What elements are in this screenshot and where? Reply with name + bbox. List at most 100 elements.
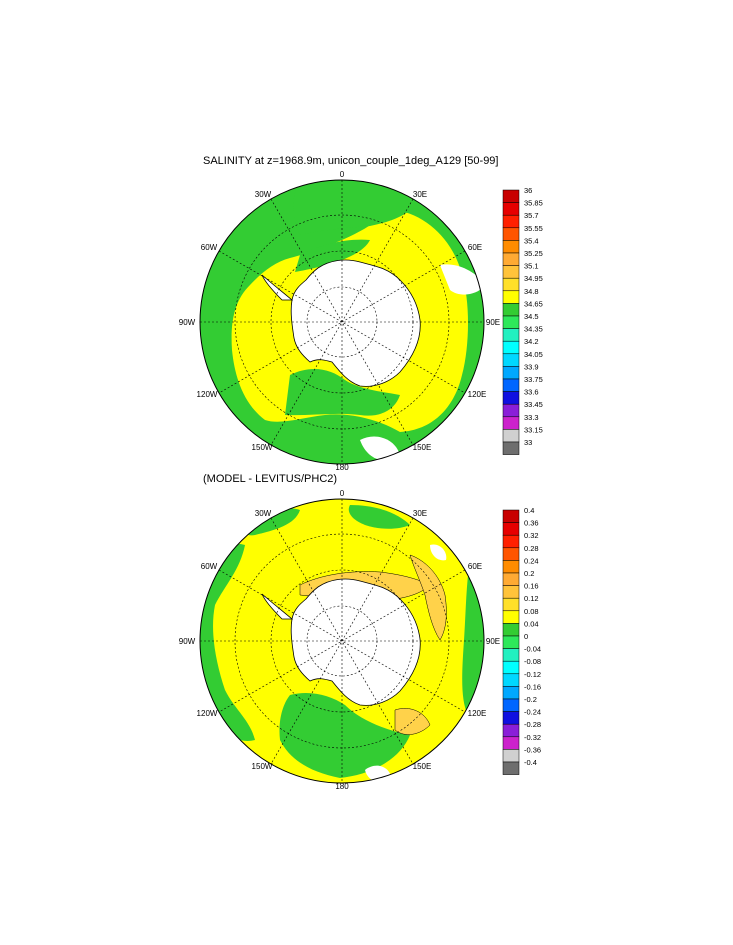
top-lon-30e: 30E [413,190,427,199]
top-colorbar-box [502,189,520,203]
bottom-colorbar-label: -0.04 [524,645,541,654]
top-lon-120w: 120W [197,390,218,399]
bottom-colorbar-box [502,623,520,637]
bottom-colorbar-label: -0.32 [524,733,541,742]
bottom-colorbar-label: 0.16 [524,582,539,591]
top-colorbar-label: 35.55 [524,224,543,233]
bottom-colorbar-label: 0.08 [524,607,539,616]
bottom-colorbar-label: 0.28 [524,544,539,553]
bottom-colorbar-box [502,660,520,675]
top-colorbar-label: 34.65 [524,299,543,308]
top-colorbar-label: 34.8 [524,287,539,296]
top-colorbar-label: 33.75 [524,375,543,384]
top-colorbar-label: 33.6 [524,388,539,397]
bottom-colorbar-box [502,585,520,599]
top-colorbar-label: 34.95 [524,274,543,283]
top-colorbar-label: 33.3 [524,413,539,422]
top-lon-60w: 60W [201,243,218,252]
bottom-colorbar-label: 0.12 [524,594,539,603]
bottom-lon-90w: 90W [179,637,196,646]
bottom-colorbar-label: 0.4 [524,506,534,515]
bottom-colorbar-label: 0.24 [524,556,539,565]
top-lon-30w: 30W [255,190,272,199]
top-colorbar-box [502,441,520,455]
top-colorbar-box [502,353,520,367]
bottom-colorbar-box [502,560,520,574]
top-colorbar-box [502,429,520,443]
bottom-graticule [200,499,484,783]
top-colorbar-label: 33.15 [524,425,543,434]
bottom-colorbar-box [502,686,520,700]
bottom-colorbar-label: -0.16 [524,682,541,691]
top-lon-150e: 150E [413,443,432,452]
bottom-colorbar-box [502,648,520,662]
bottom-map-border [199,498,485,784]
top-colorbar-label: 35.4 [524,236,539,245]
bottom-colorbar-box [502,723,520,738]
top-graticule [200,180,484,464]
top-colorbar-label: 33.9 [524,362,539,371]
bottom-lon-30w: 30W [255,509,272,518]
bottom-colorbar-box [502,711,520,725]
bottom-colorbar-box [502,673,520,687]
bottom-lon-60w: 60W [201,562,218,571]
top-colorbar-box [502,403,520,418]
bottom-colorbar-box [502,736,520,750]
bottom-lon-150e: 150E [413,762,432,771]
top-colorbar-box [502,340,520,355]
top-colorbar-label: 35.7 [524,211,539,220]
top-colorbar-label: 34.05 [524,350,543,359]
bottom-lon-150w: 150W [252,762,273,771]
top-colorbar-label: 34.35 [524,325,543,334]
bottom-colorbar-label: 0 [524,632,528,641]
top-colorbar-label: 35.1 [524,262,539,271]
top-salinity-field [200,180,484,464]
top-colorbar-box [502,277,520,292]
top-lon-labels: 0 30E 60E 90E 120E 150E 180 150W 120W 90… [179,170,500,472]
top-lon-90w: 90W [179,318,196,327]
bottom-lon-0: 0 [340,489,345,498]
bottom-lon-60e: 60E [468,562,482,571]
top-colorbar-box [502,315,520,329]
top-colorbar-box [502,227,520,241]
bottom-colorbar-label: 0.36 [524,519,539,528]
top-colorbar-box [502,265,520,279]
top-colorbar-box [502,378,520,392]
bottom-colorbar-box [502,761,520,775]
top-antarctica [290,259,421,387]
bottom-colorbar: 0.4 0.36 0.32 0.28 0.24 0.2 0.16 0.12 0.08 0.04 0 -… [502,506,541,775]
top-colorbar-label: 35.25 [524,249,543,258]
top-colorbar-box [502,328,520,342]
bottom-lon-180: 180 [335,782,349,791]
bottom-colorbar-label: 0.04 [524,619,539,628]
bottom-colorbar-label: -0.4 [524,758,537,767]
bottom-colorbar-box [502,572,520,586]
bottom-colorbar-box [502,698,520,712]
bottom-lon-120w: 120W [197,709,218,718]
bottom-colorbar-box [502,610,520,624]
bottom-colorbar-box [502,547,520,561]
bottom-lon-30e: 30E [413,509,427,518]
bottom-antarctica [290,578,421,706]
top-lon-180: 180 [335,463,349,472]
top-lon-90e: 90E [486,318,500,327]
bottom-colorbar-label: -0.2 [524,695,537,704]
top-colorbar-box [502,202,520,216]
top-lon-150w: 150W [252,443,273,452]
top-lon-120e: 120E [468,390,487,399]
top-colorbar: 36 35.85 35.7 35.55 35.4 35.25 35.1 34.95 34.8 34… [502,186,543,455]
top-colorbar-label: 34.5 [524,312,539,321]
top-lon-0: 0 [340,170,345,179]
bottom-colorbar-box [502,534,520,549]
bottom-colorbar-box [502,509,520,523]
top-colorbar-box [502,303,520,317]
top-colorbar-box [502,240,520,254]
bottom-colorbar-label: -0.12 [524,670,541,679]
top-map-title: SALINITY at z=1968.9m, unicon_couple_1de… [203,155,499,167]
top-map-border [199,179,485,465]
bottom-colorbar-label: 0.32 [524,531,539,540]
bottom-difference-field [200,499,484,783]
bottom-colorbar-label: -0.24 [524,708,541,717]
bottom-colorbar-box [502,522,520,536]
